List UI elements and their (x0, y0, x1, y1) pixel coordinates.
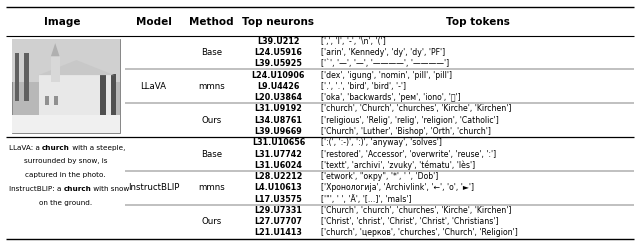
Text: ['church', 'Church', 'churches', 'Kirche', 'Kirchen']: ['church', 'Church', 'churches', 'Kirche… (321, 105, 511, 113)
Polygon shape (38, 60, 115, 75)
Text: L24.U5916: L24.U5916 (255, 48, 302, 57)
Text: L21.U1413: L21.U1413 (255, 229, 302, 237)
Text: surrounded by snow, is: surrounded by snow, is (24, 158, 108, 164)
Bar (24, 53, 29, 101)
Text: L34.U8761: L34.U8761 (255, 116, 302, 125)
Text: mmns: mmns (198, 183, 225, 192)
Text: L20.U3864: L20.U3864 (254, 93, 302, 102)
Text: ['Christ', 'christ', 'Christ', 'Christ', 'Christians']: ['Christ', 'christ', 'Christ', 'Christ',… (321, 217, 498, 226)
Text: on the ground.: on the ground. (39, 200, 92, 206)
Text: ['oka', 'backwards', 'рем', 'iono', '차']: ['oka', 'backwards', 'рем', 'iono', '차'] (321, 93, 460, 102)
Text: L28.U2212: L28.U2212 (254, 172, 303, 181)
Text: L39.U9669: L39.U9669 (255, 127, 302, 136)
Text: L31.U10656: L31.U10656 (252, 138, 305, 147)
Text: ['"', ' ', 'Ä', '[...]', 'mals']: ['"', ' ', 'Ä', '[...]', 'mals'] (321, 195, 411, 204)
Text: Base: Base (200, 48, 222, 57)
Text: ['religious', 'Relig', 'relig', 'religion', 'Catholic']: ['religious', 'Relig', 'relig', 'religio… (321, 116, 499, 125)
Text: ['arin', 'Kennedy', 'dy', 'dy', 'PF']: ['arin', 'Kennedy', 'dy', 'dy', 'PF'] (321, 48, 445, 57)
Text: L31.U6024: L31.U6024 (255, 161, 302, 170)
Text: L4.U10613: L4.U10613 (255, 183, 302, 192)
Text: church: church (42, 144, 70, 151)
Text: with snow: with snow (92, 186, 130, 192)
Bar (100, 74, 106, 117)
Bar (12, 115, 120, 133)
Text: with a steeple,: with a steeple, (70, 144, 125, 151)
Text: L31.U9192: L31.U9192 (255, 105, 302, 113)
Text: ['.', '.', 'bird', 'bird', '-']: ['.', '.', 'bird', 'bird', '-'] (321, 82, 406, 91)
Text: ['etwork', "окру", '*', ' ', 'Dob']: ['etwork', "окру", '*', ' ', 'Dob'] (321, 172, 438, 181)
Text: [':(', ':-)', ':)', 'anyway', 'solves']: [':(', ':-)', ':)', 'anyway', 'solves'] (321, 138, 442, 147)
Bar (38, 75, 115, 117)
Bar (45, 96, 49, 105)
Text: L39.U5925: L39.U5925 (255, 59, 302, 68)
Text: Top tokens: Top tokens (447, 16, 510, 27)
Text: ['Хронологија', 'Archivlink', '←', 'o', '►']: ['Хронологија', 'Archivlink', '←', 'o', … (321, 183, 474, 192)
Text: mmns: mmns (198, 82, 225, 91)
Text: captured in the photo.: captured in the photo. (26, 172, 106, 178)
Text: church: church (63, 186, 92, 192)
Text: L39.U212: L39.U212 (257, 37, 300, 46)
Text: Image: Image (44, 16, 81, 27)
Text: L29.U7331: L29.U7331 (255, 206, 302, 215)
Bar (54, 96, 58, 105)
Text: ['textt', 'archivi', 'zvuky', 'tématu', 'lès']: ['textt', 'archivi', 'zvuky', 'tématu', … (321, 161, 475, 170)
Text: L24.U10906: L24.U10906 (252, 71, 305, 80)
Text: Model: Model (136, 16, 172, 27)
Text: Ours: Ours (201, 116, 221, 125)
Text: Ours: Ours (201, 217, 221, 226)
Text: Base: Base (200, 150, 222, 159)
Text: LLaVA: LLaVA (141, 82, 166, 91)
Bar (12, 39, 120, 133)
Text: ['Church', 'Luther', 'Bishop', 'Orth', 'church']: ['Church', 'Luther', 'Bishop', 'Orth', '… (321, 127, 490, 136)
Text: ['dex', 'igung', 'nomin', 'pill', 'pill']: ['dex', 'igung', 'nomin', 'pill', 'pill'… (321, 71, 452, 80)
Bar (111, 74, 116, 117)
Text: ['church', 'церков', 'churches', 'Church', 'Religion']: ['church', 'церков', 'churches', 'Church… (321, 229, 517, 237)
Text: L27.U7707: L27.U7707 (255, 217, 302, 226)
Bar (12, 39, 120, 82)
Text: Top neurons: Top neurons (243, 16, 314, 27)
Text: Method: Method (189, 16, 234, 27)
Text: L9.U4426: L9.U4426 (257, 82, 300, 91)
Text: ['restored', 'Accessor', 'overwrite', 'reuse', ':']: ['restored', 'Accessor', 'overwrite', 'r… (321, 150, 496, 159)
Text: L31.U7742: L31.U7742 (255, 150, 302, 159)
Text: L17.U3575: L17.U3575 (255, 195, 302, 204)
Text: ['`', '—', '—', '————', '————']: ['`', '—', '—', '————', '————'] (321, 59, 449, 68)
Text: InstructBLIP: a: InstructBLIP: a (9, 186, 63, 192)
Text: [',', 'l', '-', '\n', '(']: [',', 'l', '-', '\n', '('] (321, 37, 385, 46)
Bar (15, 53, 19, 101)
Text: ['Church', 'church', 'churches', 'Kirche', 'Kirchen']: ['Church', 'church', 'churches', 'Kirche… (321, 206, 511, 215)
Polygon shape (51, 43, 60, 56)
Bar (51, 56, 60, 82)
Text: LLaVA: a: LLaVA: a (9, 144, 42, 151)
Text: InstructBLIP: InstructBLIP (128, 183, 179, 192)
